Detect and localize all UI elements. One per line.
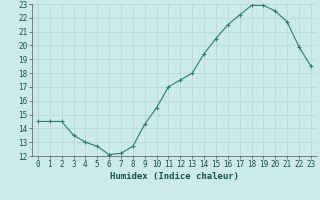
X-axis label: Humidex (Indice chaleur): Humidex (Indice chaleur) (110, 172, 239, 181)
